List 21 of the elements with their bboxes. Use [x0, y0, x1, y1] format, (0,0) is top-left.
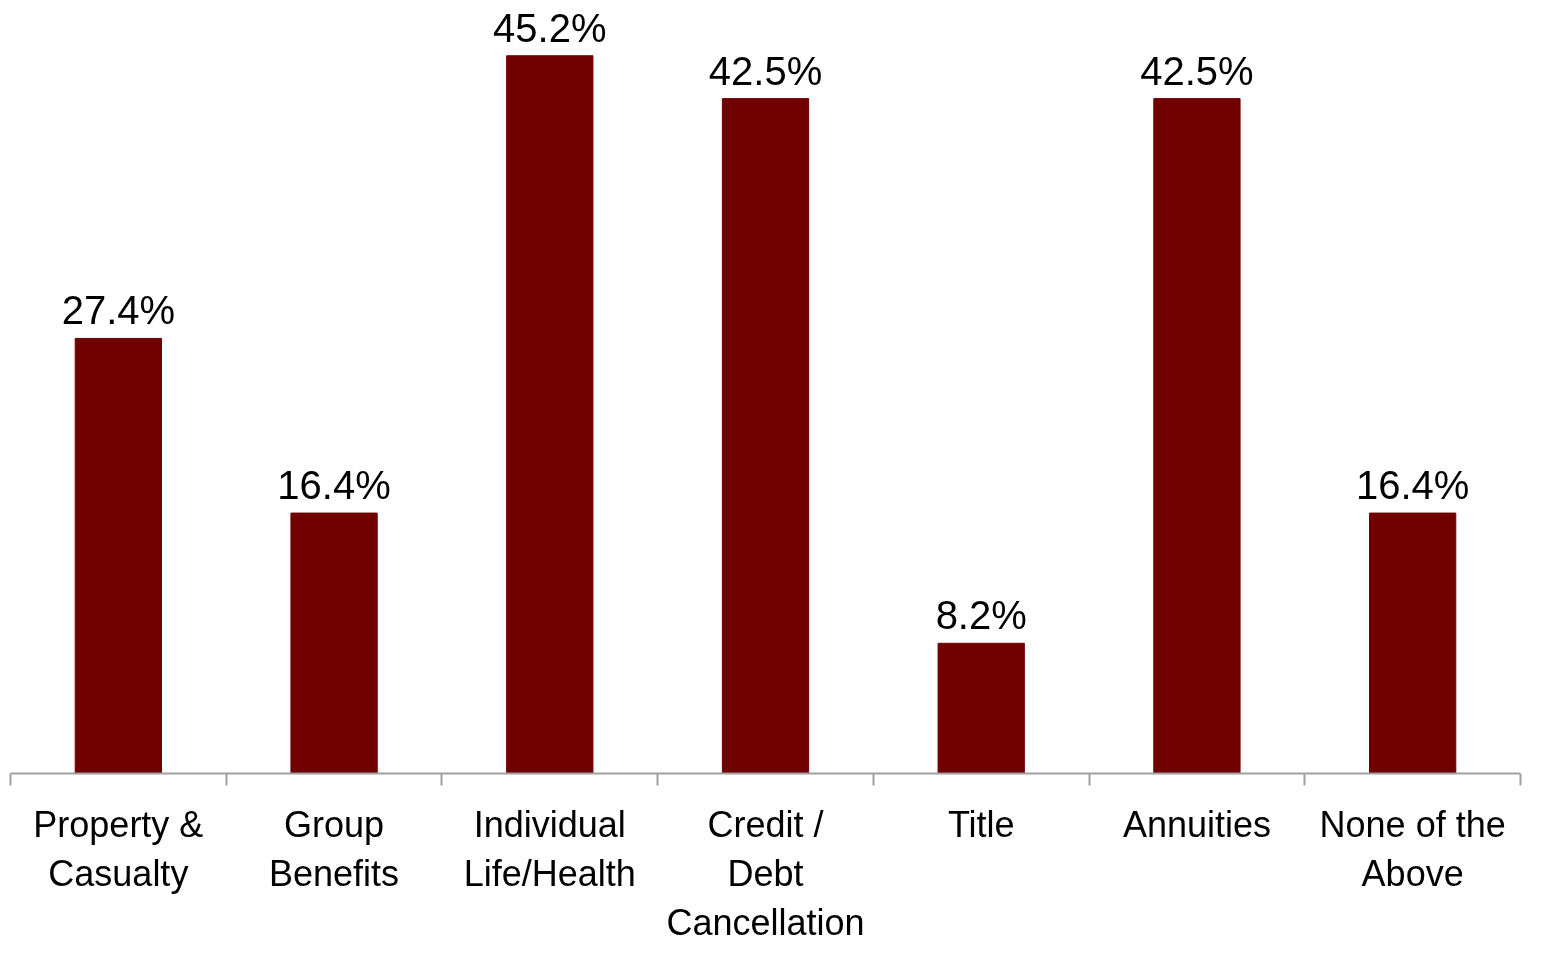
bar [506, 55, 594, 774]
bar [74, 337, 162, 774]
data-label: 16.4% [1355, 463, 1470, 508]
x-tick-label: None of the Above [1319, 803, 1506, 894]
bar [1369, 512, 1457, 774]
data-label: 27.4% [61, 288, 176, 333]
x-tick-label: Individual Life/Health [463, 803, 636, 894]
x-tick-label: Credit / Debt Cancellation [666, 803, 865, 943]
data-label: 16.4% [277, 463, 391, 508]
x-tick-label: Title [947, 803, 1015, 845]
bar [1153, 98, 1241, 774]
x-tick-label: Group Benefits [269, 803, 400, 894]
bar [290, 512, 378, 774]
bar [721, 98, 810, 774]
x-tick-label: Annuities [1122, 803, 1271, 845]
bar [937, 642, 1025, 774]
data-label: 42.5% [708, 48, 823, 93]
data-label: 8.2% [935, 593, 1027, 638]
data-label: 42.5% [1140, 48, 1254, 93]
x-tick-label: Property & Casualty [33, 803, 204, 894]
data-label: 45.2% [493, 5, 607, 50]
